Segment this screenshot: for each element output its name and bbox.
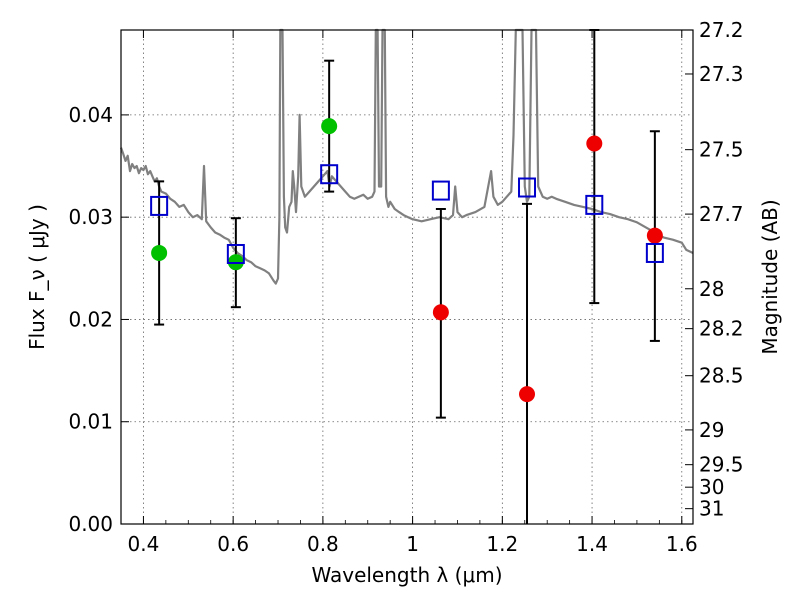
data-point-red <box>586 135 603 152</box>
model-photometry-square <box>150 195 169 216</box>
data-point-red <box>519 386 536 403</box>
y2-tick-label: 27.3 <box>699 62 744 86</box>
y2-tick-label: 28.2 <box>699 317 744 341</box>
y-tick-label: 0.01 <box>68 410 113 434</box>
x-tick-label: 1.4 <box>576 532 608 556</box>
y2-tick-label: 30 <box>699 475 724 499</box>
data-point-green <box>321 118 338 135</box>
y-tick-label: 0.02 <box>68 307 113 331</box>
y-tick-label: 0.04 <box>68 103 113 127</box>
model-photometry-layer <box>150 164 664 264</box>
y-tick-labels: 0.00 0.01 0.02 0.03 0.04 <box>68 103 113 536</box>
data-point-red <box>432 304 449 321</box>
y2-tick-label: 29.5 <box>699 453 744 477</box>
data-point-green <box>151 244 168 261</box>
plot-frame <box>120 29 694 525</box>
model-photometry-square <box>226 243 245 264</box>
model-spectrum-line <box>119 28 694 285</box>
data-point-red <box>646 227 663 244</box>
model-spectrum-layer <box>119 28 694 285</box>
ticks-layer <box>120 29 693 525</box>
x-tick-label: 1 <box>406 532 419 556</box>
y2-tick-label: 27.7 <box>699 202 744 226</box>
y2-tick-label: 27.5 <box>699 138 744 162</box>
grid-layer <box>121 30 693 524</box>
x-axis-label: Wavelength λ (μm) <box>311 563 502 587</box>
y2-axis-label: Magnitude (AB) <box>758 199 782 354</box>
y-tick-label: 0.03 <box>68 205 113 229</box>
data-points-layer <box>151 118 663 403</box>
y2-tick-label: 29 <box>699 418 724 442</box>
model-photometry-square <box>320 164 339 185</box>
model-photometry-square <box>585 194 604 215</box>
y2-tick-label: 27.2 <box>699 18 744 42</box>
model-photometry-square <box>645 242 664 263</box>
x-tick-label: 1.2 <box>486 532 518 556</box>
model-photometry-square <box>431 180 450 201</box>
x-tick-label: 0.8 <box>307 532 339 556</box>
x-tick-label: 1.6 <box>666 532 698 556</box>
x-tick-labels: 0.4 0.6 0.8 1 1.2 1.4 1.6 <box>128 532 698 556</box>
error-bar-layer <box>154 29 660 524</box>
x-tick-label: 0.4 <box>128 532 160 556</box>
y-tick-label: 0.00 <box>68 512 113 536</box>
y2-tick-label: 28.5 <box>699 364 744 388</box>
y-axis-label: Flux F_ν ( μJy ) <box>25 204 49 350</box>
x-tick-label: 0.6 <box>217 532 249 556</box>
y2-tick-label: 31 <box>699 497 724 521</box>
model-photometry-square <box>518 177 537 198</box>
y2-tick-label: 28 <box>699 277 724 301</box>
